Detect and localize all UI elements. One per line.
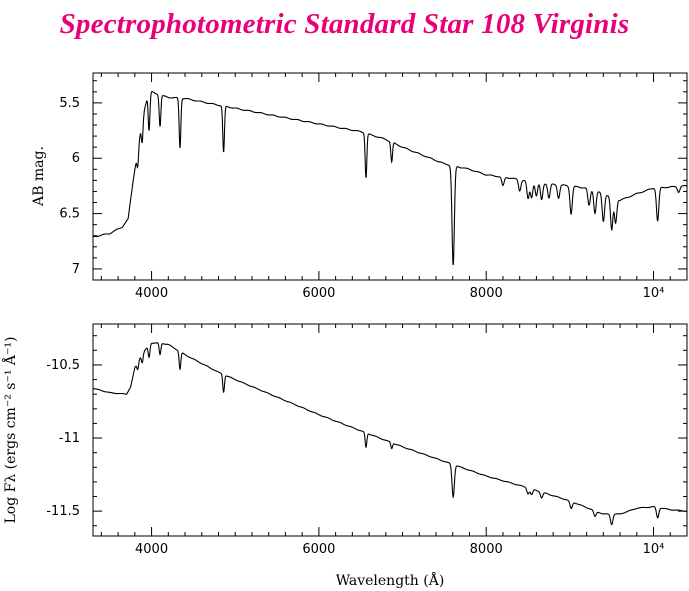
chart-panel-log-flux: 4000 6000 8000 10⁴ -10.5 -11 -11.5 Log Fλ (ergs… [1, 323, 688, 557]
y-tick-label: -11.5 [46, 504, 80, 519]
x-tick-label: 10⁴ [643, 542, 665, 557]
plot-frame [92, 323, 688, 537]
x-tick-label: 8000 [470, 542, 503, 557]
x-tick-label: 8000 [470, 286, 503, 301]
y-axis-label: Log Fλ (ergs cm⁻² s⁻¹ Å⁻¹) [1, 337, 19, 524]
y-tick-label: 7 [72, 262, 80, 277]
spectrum-line [93, 342, 687, 526]
x-tick-label: 6000 [302, 542, 335, 557]
page-title: Spectrophotometric Standard Star 108 Vir… [59, 8, 630, 40]
x-tick-label: 10⁴ [643, 286, 665, 301]
x-axis-label: Wavelength (Å) [336, 571, 445, 589]
y-tick-label: -10.5 [46, 358, 80, 373]
y-tick-label: 6.5 [59, 207, 80, 222]
y-tick-label: 5.5 [59, 96, 80, 111]
chart-panel-ab-mag: 4000 6000 8000 10⁴ 5.5 6 6.5 7 AB mag. [31, 72, 688, 301]
spectrum-line [93, 91, 687, 266]
y-tick-label: -11 [59, 431, 80, 446]
x-tick-label: 4000 [135, 542, 168, 557]
x-tick-label: 6000 [302, 286, 335, 301]
x-tick-label: 4000 [135, 286, 168, 301]
plot-frame [92, 72, 688, 281]
y-axis-label: AB mag. [31, 146, 47, 207]
y-tick-label: 6 [72, 151, 80, 166]
